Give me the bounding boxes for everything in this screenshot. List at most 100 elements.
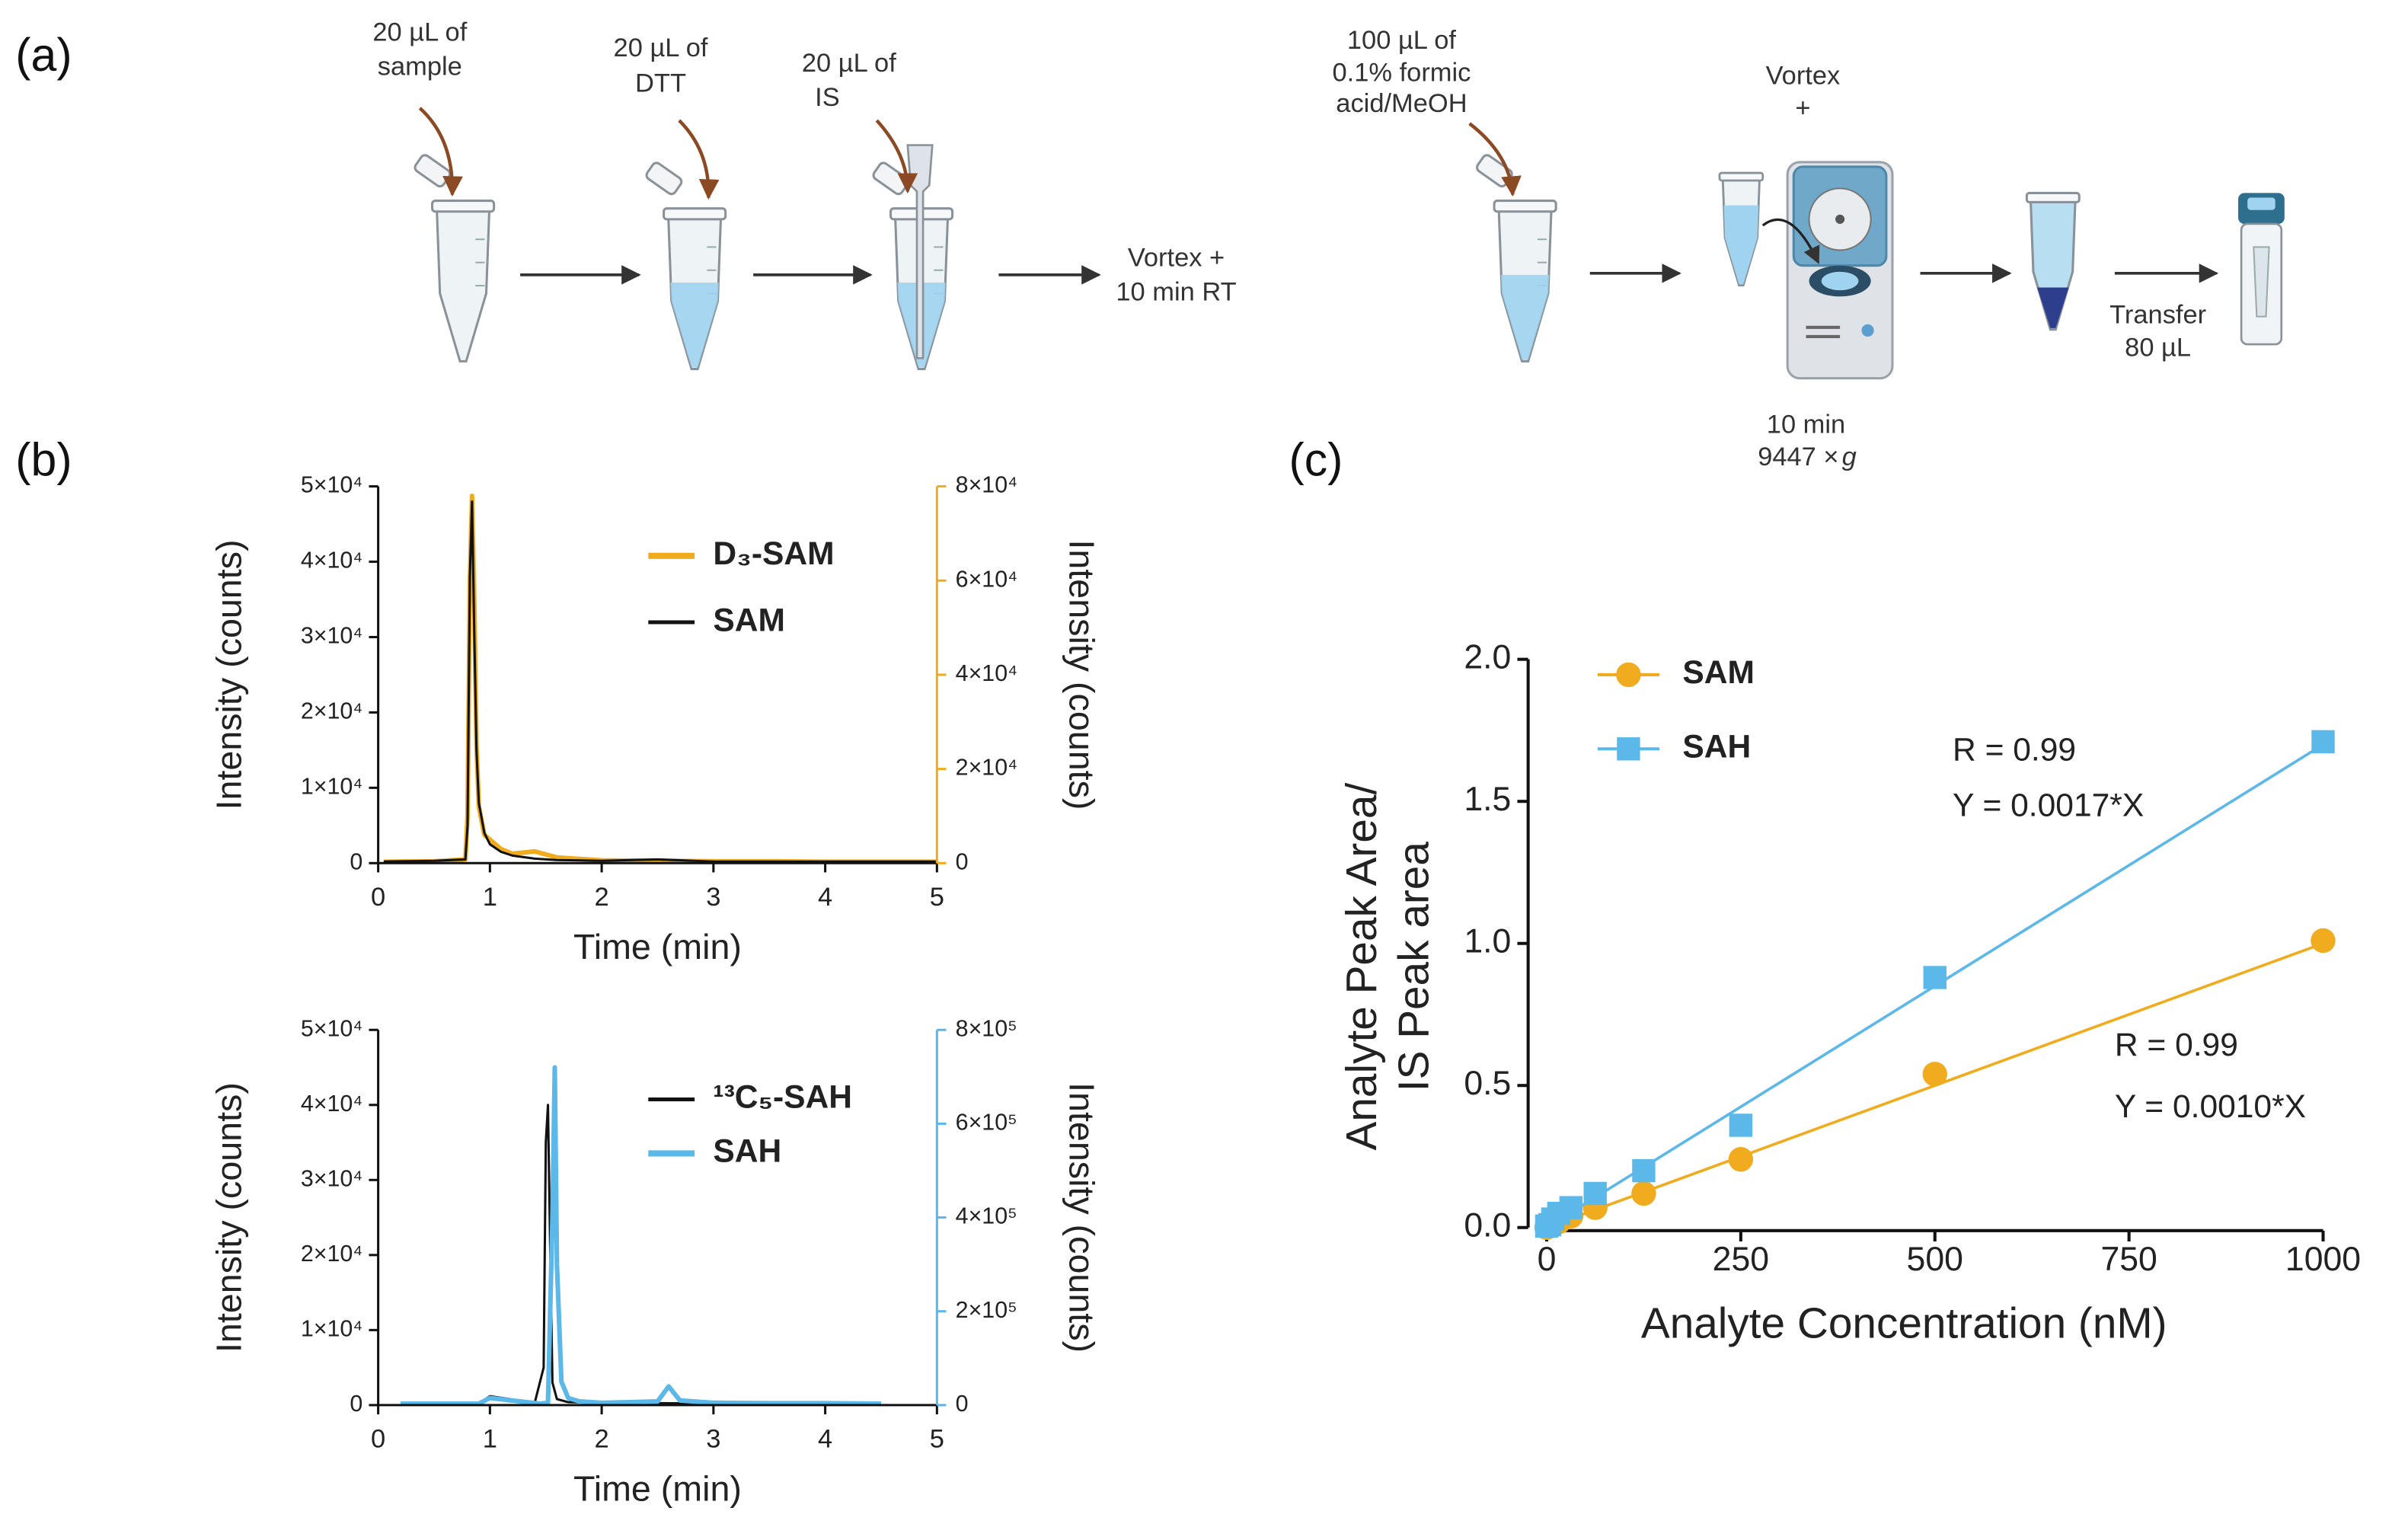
y-axis-title: Intensity (counts) — [209, 1082, 248, 1353]
step-label: 20 µL of — [372, 18, 467, 47]
step-label: acid/MeOH — [1336, 89, 1467, 118]
legend-label: SAM — [1682, 654, 1755, 691]
panel-label: (b) — [15, 433, 72, 485]
y2-tick-label: 6×10⁴ — [956, 566, 1018, 592]
vial — [2238, 193, 2285, 346]
point — [1729, 1113, 1753, 1137]
y-tick-label: 0.5 — [1464, 1065, 1511, 1102]
legend-label: SAM — [713, 602, 785, 638]
x-tick-label: 0 — [371, 883, 385, 912]
trace — [400, 1065, 881, 1407]
x-axis-title: Time (min) — [573, 927, 742, 966]
x-tick-label: 500 — [1907, 1241, 1963, 1278]
y-tick-label: 2×10⁴ — [301, 1241, 363, 1267]
x-tick-label: 3 — [706, 883, 720, 912]
legend-label: D₃-SAM — [713, 535, 834, 572]
x-tick-label: 0 — [371, 1425, 385, 1454]
step-label: Transfer — [2109, 301, 2206, 330]
step-label: 9447 × — [1758, 443, 1838, 471]
x-tick-label: 2 — [595, 1425, 609, 1454]
x-tick-label: 3 — [706, 1425, 720, 1454]
step-label: Vortex — [1766, 61, 1841, 90]
y-tick-label: 0 — [350, 848, 362, 874]
x-axis-title: Analyte Concentration (nM) — [1641, 1299, 2167, 1347]
point — [1923, 966, 1947, 989]
y-tick-label: 4×10⁴ — [301, 1091, 363, 1117]
x-tick-label: 2 — [595, 883, 609, 912]
step-label: 20 µL of — [802, 49, 896, 78]
y-tick-label: 1.0 — [1464, 922, 1511, 960]
y2-tick-label: 2×10⁵ — [956, 1297, 1017, 1323]
y2-axis-title: Intensity (counts) — [1062, 539, 1102, 810]
x-axis-title: Time (min) — [573, 1469, 742, 1509]
annotation: Y = 0.0010*X — [2115, 1088, 2306, 1125]
x-tick-label: 4 — [818, 1425, 832, 1454]
step-label: 20 µL of — [614, 34, 708, 62]
y2-tick-label: 0 — [956, 848, 969, 874]
y2-tick-label: 8×10⁵ — [956, 1015, 1017, 1041]
tube — [870, 144, 954, 371]
step-label: DTT — [635, 69, 686, 98]
legend-label: SAH — [1682, 729, 1751, 765]
annotation: R = 0.99 — [2115, 1027, 2238, 1063]
x-tick-label: 4 — [818, 883, 832, 912]
step-label: 10 min RT — [1116, 277, 1236, 306]
legend-label: SAH — [713, 1133, 781, 1170]
legend-marker — [1616, 662, 1641, 688]
y-tick-label: 3×10⁴ — [301, 1165, 363, 1191]
point — [2311, 730, 2335, 754]
step-label: 10 min — [1767, 411, 1845, 439]
tube — [644, 160, 727, 371]
panel-label: (a) — [15, 29, 72, 81]
step-label: sample — [378, 52, 462, 81]
y-axis-title: Intensity (counts) — [209, 539, 248, 810]
y2-tick-label: 4×10⁵ — [956, 1203, 1017, 1229]
pipette-arrows — [418, 107, 1522, 200]
y2-tick-label: 8×10⁴ — [956, 472, 1018, 498]
y-tick-label: 5×10⁴ — [301, 472, 363, 498]
legend-marker — [1617, 737, 1640, 761]
annotation: Y = 0.0017*X — [1953, 788, 2144, 824]
y2-tick-label: 4×10⁴ — [956, 660, 1018, 686]
point — [1632, 1158, 1656, 1183]
centrifuge — [1761, 161, 1894, 380]
trace — [400, 1104, 881, 1405]
annotation: R = 0.99 — [1953, 732, 2076, 768]
y-tick-label: 2.0 — [1464, 638, 1511, 676]
point — [1559, 1196, 1583, 1219]
y-axis-title: IS Peak area — [1391, 842, 1439, 1092]
x-tick-label: 0 — [1538, 1241, 1557, 1278]
y2-tick-label: 0 — [956, 1391, 969, 1417]
step-label: Vortex + — [1128, 244, 1225, 273]
y2-tick-label: 2×10⁴ — [956, 755, 1018, 781]
x-tick-label: 1 — [483, 1425, 497, 1454]
x-tick-label: 1 — [483, 883, 497, 912]
point — [1583, 1181, 1607, 1206]
x-tick-label: 250 — [1713, 1241, 1769, 1278]
step-label: g — [1842, 443, 1857, 471]
y-tick-label: 0 — [350, 1391, 362, 1417]
y-tick-label: 3×10⁴ — [301, 623, 363, 649]
step-label: + — [1795, 94, 1810, 123]
y-tick-label: 0.0 — [1464, 1207, 1511, 1244]
point — [1728, 1147, 1754, 1172]
point — [1922, 1062, 1947, 1087]
point — [2311, 928, 2336, 954]
x-tick-label: 750 — [2100, 1241, 2157, 1278]
y2-axis-title: Intensity (counts) — [1062, 1082, 1102, 1353]
x-tick-label: 5 — [930, 1425, 944, 1454]
y-tick-label: 1×10⁴ — [301, 773, 363, 799]
tube — [1718, 171, 1764, 287]
tube — [2025, 191, 2081, 331]
step-label: 80 µL — [2125, 333, 2191, 362]
step-label: 100 µL of — [1347, 26, 1457, 55]
y-tick-label: 4×10⁴ — [301, 548, 363, 573]
step-label: IS — [815, 83, 840, 112]
x-tick-label: 1000 — [2285, 1241, 2361, 1278]
tube — [1474, 152, 1557, 363]
y-axis-title: Analyte Peak Area/ — [1338, 783, 1386, 1151]
trace — [383, 500, 937, 863]
legend-label: ¹³C₅-SAH — [713, 1079, 852, 1116]
